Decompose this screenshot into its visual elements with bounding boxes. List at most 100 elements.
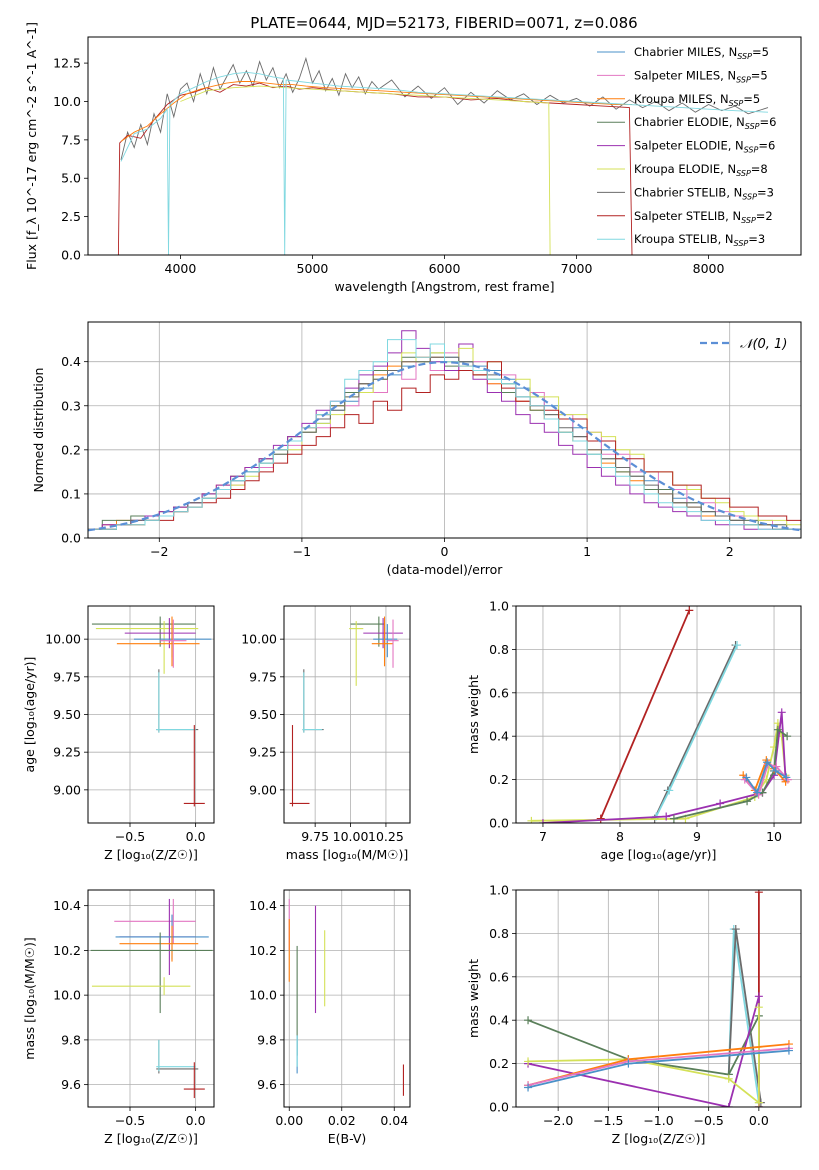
y-tick-label: 9.75 <box>53 669 81 684</box>
plot-area <box>288 898 404 1096</box>
legend-entry: Chabrier MILES, NSSP=5 <box>634 45 769 61</box>
x-tick-label: −2.0 <box>543 1113 573 1128</box>
axes-frame <box>515 605 802 824</box>
y-tick-label: 0.6 <box>489 685 509 700</box>
x-tick-label: 4000 <box>165 261 197 276</box>
y-tick-label: 9.8 <box>61 1032 81 1047</box>
weight-marker <box>724 1103 733 1107</box>
weight-marker <box>527 816 536 823</box>
spectrum-series-line <box>120 71 769 255</box>
y-tick-label: 0.2 <box>489 772 509 787</box>
spectrum-series-line <box>180 85 551 255</box>
y-axis-label: Flux [f_λ 10^-17 erg cm^-2 s^-1 A^-1] <box>24 22 39 270</box>
x-tick-label: 6000 <box>429 261 461 276</box>
legend-entry: Kroupa STELIB, NSSP=3 <box>634 232 765 248</box>
legend: Chabrier MILES, NSSP=5 Salpeter MILES, NS… <box>597 45 776 248</box>
x-tick-label: 9.75 <box>301 829 329 844</box>
weight-marker <box>783 732 792 741</box>
y-tick-label: 10.0 <box>53 988 81 1003</box>
weight-marker <box>596 814 605 823</box>
weight-marker <box>524 1057 533 1066</box>
weight-marker <box>733 641 742 650</box>
y-tick-label: 9.8 <box>257 1032 277 1047</box>
weight-marker <box>665 786 674 795</box>
weight-marker <box>716 799 725 808</box>
x-axis-label: Z [log₁₀(Z/Z☉)] <box>104 1131 198 1146</box>
legend-entry: Chabrier ELODIE, NSSP=6 <box>634 115 776 131</box>
y-tick-label: 9.00 <box>53 782 81 797</box>
weight-marker <box>777 708 786 717</box>
y-tick-label: 0.0 <box>61 248 81 263</box>
y-tick-label: 10.00 <box>241 632 277 647</box>
weight-marker <box>782 773 791 782</box>
weight-marker <box>724 1074 733 1083</box>
x-tick-label: 10.00 <box>333 829 369 844</box>
weight-marker <box>753 788 762 797</box>
x-tick-label: 7000 <box>561 261 593 276</box>
x-tick-label: 0.0 <box>749 1113 769 1128</box>
y-tick-label: 0.6 <box>489 969 509 984</box>
weight-series-line <box>527 1015 760 1076</box>
x-tick-label: 7 <box>539 829 547 844</box>
y-tick-label: 9.6 <box>257 1077 277 1092</box>
y-tick-label: 10.4 <box>249 898 277 913</box>
x-tick-label: −1.5 <box>593 1113 623 1128</box>
chart-spectrum: Chabrier MILES, NSSP=5 Salpeter MILES, NS… <box>24 22 802 294</box>
y-tick-label: 0.4 <box>61 354 81 369</box>
y-axis-label: mass [log₁₀(M/M☉)] <box>22 937 37 1059</box>
weight-series-line <box>673 728 788 820</box>
weight-marker <box>669 814 678 823</box>
histogram-series <box>88 339 801 530</box>
x-axis-label: wavelength [Angstrom, rest frame] <box>334 279 554 294</box>
x-tick-label: −0.5 <box>115 1113 145 1128</box>
legend-entry: Chabrier STELIB, NSSP=3 <box>634 185 774 201</box>
x-tick-label: 9 <box>693 829 701 844</box>
y-tick-label: 10.0 <box>249 988 277 1003</box>
weight-marker <box>731 925 740 934</box>
x-tick-label: 0.0 <box>186 829 206 844</box>
y-tick-label: 5.0 <box>61 171 81 186</box>
y-tick-label: 9.25 <box>53 745 81 760</box>
chart-panels: Chabrier MILES, NSSP=5 Salpeter MILES, NS… <box>22 22 802 1146</box>
spectrum-series-line <box>120 81 632 142</box>
chart-weight-vs-metallicity: −2.0 −1.5 −1.0 −0.5 0.0 0.0 0.2 0.4 0.6 0.8 1.0 Z [… <box>466 883 802 1146</box>
x-tick-label: 0.0 <box>186 1113 206 1128</box>
y-tick-label: 0.2 <box>489 1056 509 1071</box>
normal-distribution-curve <box>88 360 801 532</box>
y-tick-label: 0.8 <box>489 642 509 657</box>
y-tick-label: 0.8 <box>489 926 509 941</box>
weight-marker <box>685 606 694 615</box>
x-tick-label: −2 <box>150 544 168 559</box>
y-tick-label: 12.5 <box>53 56 81 71</box>
x-tick-label: −1 <box>293 544 311 559</box>
y-tick-label: 1.0 <box>489 599 509 614</box>
weight-marker <box>772 762 781 771</box>
plot-area <box>88 330 801 532</box>
x-tick-label: 0.04 <box>380 1113 408 1128</box>
x-tick-label: 0.00 <box>275 1113 303 1128</box>
weight-marker <box>784 1046 793 1055</box>
plot-area <box>90 898 213 1099</box>
x-axis-label: Z [log₁₀(Z/Z☉)] <box>104 847 198 862</box>
y-tick-label: 0.4 <box>489 729 509 744</box>
legend-entry: Salpeter MILES, NSSP=5 <box>634 68 768 84</box>
x-tick-label: 5000 <box>297 261 329 276</box>
x-tick-label: 10.25 <box>368 829 404 844</box>
x-axis-label: mass [log₁₀(M/M☉)] <box>286 847 408 862</box>
y-tick-label: 2.5 <box>61 209 81 224</box>
y-tick-label: 9.00 <box>249 782 277 797</box>
y-tick-label: 9.50 <box>249 707 277 722</box>
x-tick-label: −1.0 <box>643 1113 673 1128</box>
y-tick-label: 0.1 <box>61 486 81 501</box>
plot-area <box>117 56 769 255</box>
x-tick-label: 1 <box>583 544 591 559</box>
chart-residuals: 𝒩(0, 1) −2 −1 0 1 2 0.0 0.1 0.2 0.3 0.4 (data-model… <box>31 321 802 577</box>
plot-area <box>524 890 793 1107</box>
y-tick-label: 10.2 <box>53 943 81 958</box>
weight-marker <box>743 797 752 806</box>
legend-entry: Salpeter STELIB, NSSP=2 <box>634 209 773 225</box>
x-tick-label: 8000 <box>693 261 725 276</box>
weight-marker <box>773 725 782 734</box>
y-tick-label: 0.0 <box>489 1100 509 1115</box>
